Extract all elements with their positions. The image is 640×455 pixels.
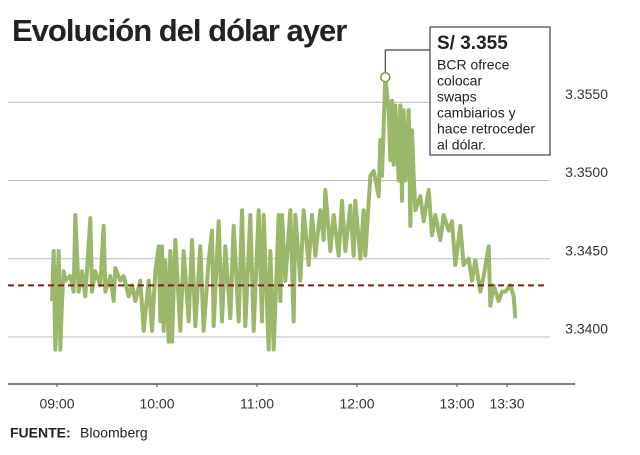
line-series (50, 75, 518, 352)
x-tick-label: 11:00 (240, 396, 274, 412)
x-tick-label: 13:00 (439, 396, 474, 412)
annotation-text: BCR ofrece (437, 57, 510, 73)
annotation-text: colocar (437, 73, 482, 89)
annotation-box (429, 26, 551, 156)
chart-title: Evolución del dólar ayer (12, 13, 347, 48)
source: Bloomberg (80, 425, 148, 441)
y-tick-label: 3.3400 (565, 321, 608, 337)
annotation-text: cambiarios y (437, 105, 516, 121)
x-tick-label: 12:00 (339, 396, 374, 412)
annotation-title: S/ 3.355 (437, 33, 508, 54)
grid: 3.3400 3.3450 3.3500 3.3550 09:00 10:00 11:00 1… (8, 86, 608, 412)
y-tick-label: 3.3500 (565, 164, 608, 180)
x-tick-label: 10:00 (139, 396, 174, 412)
y-tick-label: 3.3450 (565, 242, 608, 258)
plot (8, 75, 545, 352)
leader-line (384, 49, 430, 74)
annotation: S/ 3.355 BCR ofrececolocarswapscambiario… (380, 26, 551, 156)
annotation-text: swaps (437, 89, 477, 105)
x-tick-label: 09:00 (39, 396, 74, 412)
annotation-text: al dólar. (437, 137, 486, 153)
source-label: FUENTE: (10, 425, 71, 441)
x-tick-label: 13:30 (489, 396, 524, 412)
y-tick-label: 3.3550 (565, 86, 608, 102)
annotation-text: hace retroceder (437, 121, 535, 137)
peak-marker (380, 71, 391, 83)
